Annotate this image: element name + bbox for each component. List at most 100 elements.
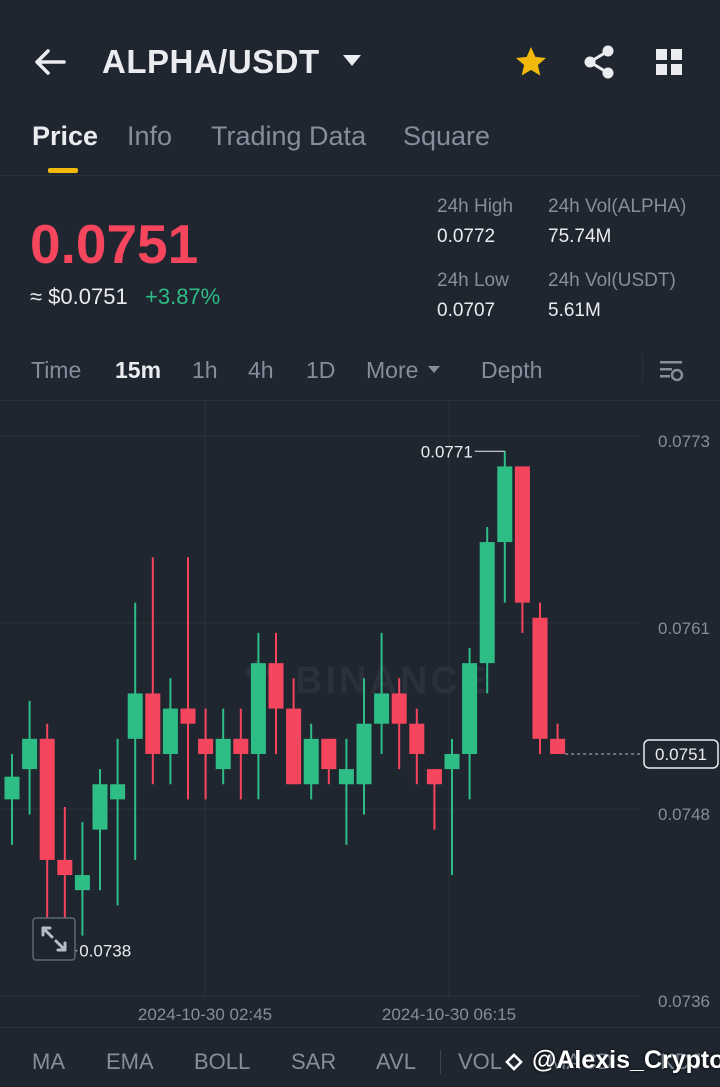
indicator-bar: MA EMA BOLL SAR AVL VOL MACD KDJ @Alexis… (0, 1027, 720, 1087)
divider (440, 1050, 441, 1074)
candle-body (198, 738, 214, 754)
interval-15m[interactable]: 15m (115, 357, 162, 383)
indicator-vol[interactable]: VOL (458, 1049, 503, 1074)
vol-base-label: 24h Vol(ALPHA) (548, 196, 687, 217)
candle-body (338, 769, 354, 785)
candle-body (22, 738, 38, 770)
price-change-percent: +3.87% (145, 284, 221, 309)
candle (74, 822, 90, 936)
header: ALPHA/USDT (0, 0, 720, 120)
pair-title[interactable]: ALPHA/USDT (102, 43, 320, 80)
candle-body (321, 738, 337, 770)
candle (39, 723, 55, 951)
candle (198, 708, 214, 800)
candle (22, 701, 38, 815)
x-tick-label: 2024-10-30 06:15 (382, 1005, 516, 1024)
candle-body (92, 784, 108, 830)
back-arrow-icon[interactable] (30, 42, 70, 82)
expand-chart-icon[interactable] (32, 917, 76, 961)
low-value: 0.0707 (437, 300, 496, 321)
vol-quote-label: 24h Vol(USDT) (548, 270, 676, 291)
tab-square[interactable]: Square (403, 121, 491, 151)
candle-body (74, 875, 90, 891)
indicator-boll[interactable]: BOLL (194, 1049, 251, 1074)
interval-1d[interactable]: 1D (306, 357, 336, 383)
candle (497, 451, 513, 603)
candle (110, 738, 126, 906)
candle-body (180, 708, 196, 724)
candle-body (268, 663, 284, 709)
tab-bar: Price Info Trading Data Square (0, 118, 720, 176)
low-label: 24h Low (437, 270, 509, 291)
usd-price: ≈ $0.0751 (30, 284, 128, 309)
high-label: 24h High (437, 196, 514, 217)
candle-body (444, 753, 460, 770)
vol-quote-value: 5.61M (548, 300, 601, 321)
x-tick-label: 2024-10-30 02:45 (138, 1005, 272, 1024)
candle (4, 753, 20, 845)
candle-body (514, 466, 530, 603)
grid-icon[interactable] (654, 47, 684, 77)
last-price-badge (643, 739, 719, 769)
candle (180, 557, 196, 800)
candle (303, 723, 319, 800)
candle-body (57, 859, 73, 876)
chart-settings-icon[interactable] (658, 357, 686, 385)
candle-body (409, 723, 425, 754)
candle (338, 738, 354, 845)
candlestick-chart[interactable]: BINANCE 0.0773 0.0761 0.0748 0.0736 2024-10-… (0, 401, 720, 1027)
indicator-ema[interactable]: EMA (106, 1049, 154, 1074)
candle-body (497, 466, 513, 543)
candle (268, 632, 284, 754)
indicator-ma[interactable]: MA (32, 1049, 65, 1074)
interval-more[interactable]: More (366, 357, 419, 383)
candle (321, 738, 337, 785)
price-summary: 0.0751 ≈ $0.0751 +3.87% 24h High 0.0772 … (0, 176, 720, 336)
chevron-down-icon[interactable] (343, 55, 361, 66)
candle-body (303, 738, 319, 785)
chevron-down-icon[interactable] (428, 366, 440, 373)
candle-body (4, 776, 20, 800)
candle (426, 769, 442, 830)
candle (550, 723, 566, 754)
candle (409, 708, 425, 785)
candle-body (39, 738, 55, 860)
candle (92, 769, 108, 891)
candle (145, 557, 161, 785)
candle (250, 632, 266, 800)
candle-body (550, 738, 566, 754)
interval-time[interactable]: Time (31, 357, 82, 383)
candle (286, 678, 302, 785)
share-icon[interactable] (582, 44, 616, 80)
vol-base-value: 75.74M (548, 226, 612, 247)
candle-body (479, 542, 495, 664)
candle (532, 602, 548, 754)
active-tab-indicator (48, 168, 78, 173)
chart-watermark: BINANCE (295, 660, 489, 702)
star-icon[interactable] (512, 44, 550, 80)
candle-body (250, 663, 266, 754)
candle (233, 708, 249, 800)
candle-body (162, 708, 178, 754)
candle-body (215, 738, 231, 770)
indicator-kdj[interactable]: KDJ (660, 1049, 702, 1074)
tab-price[interactable]: Price (32, 121, 99, 151)
y-tick-label: 0.0773 (658, 432, 710, 451)
user-watermark: @Alexis_Crypto (532, 1046, 720, 1074)
interval-4h[interactable]: 4h (248, 357, 274, 383)
chart-canvas[interactable]: BINANCE 0.0773 0.0761 0.0748 0.0736 2024-10-… (0, 401, 720, 1027)
interval-1h[interactable]: 1h (192, 357, 218, 383)
indicator-sar[interactable]: SAR (291, 1049, 337, 1074)
tab-info[interactable]: Info (127, 121, 173, 151)
tab-trading-data[interactable]: Trading Data (211, 121, 367, 151)
candle (462, 648, 478, 800)
tab-depth[interactable]: Depth (481, 357, 543, 383)
y-tick-label: 0.0736 (658, 992, 710, 1011)
candle-body (286, 708, 302, 785)
indicator-macd[interactable]: MACD (548, 1049, 613, 1074)
last-price-badge-label: 0.0751 (655, 745, 707, 764)
candle-body (426, 769, 442, 785)
indicator-avl[interactable]: AVL (376, 1049, 416, 1074)
interval-bar: Time 15m 1h 4h 1D More Depth (0, 345, 720, 401)
candle-body (462, 663, 478, 754)
